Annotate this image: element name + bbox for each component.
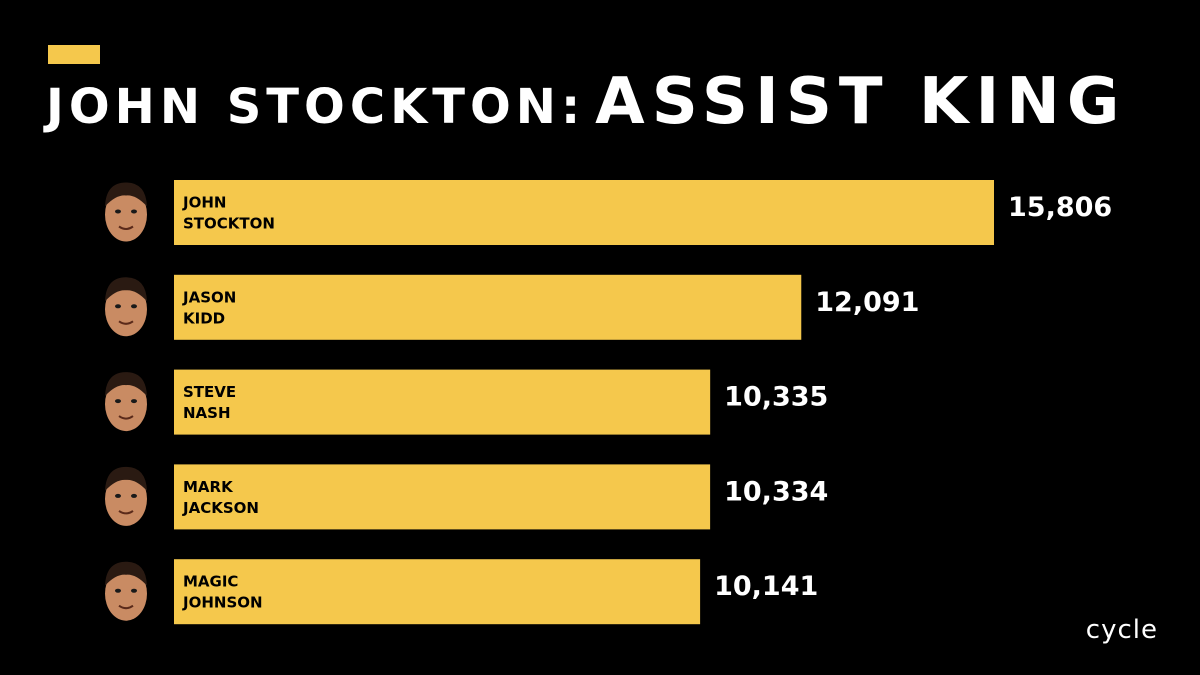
bar-value-label: 10,334 (724, 476, 828, 507)
hair-shape (105, 561, 147, 586)
right-eye (131, 304, 137, 309)
face-shape (105, 377, 147, 432)
mouth-shape (118, 415, 134, 420)
bar-value-label: 10,141 (714, 571, 818, 602)
right-eye (131, 399, 137, 404)
title-main: ASSIST KING (595, 65, 1127, 139)
bar-row: JOHN STOCKTON 15,806 (105, 180, 1112, 245)
bar-category-label-line1: JOHN (182, 194, 226, 212)
bar-category-label-line1: MARK (183, 478, 234, 496)
bar (174, 464, 711, 530)
brand-logo: cycle (1085, 615, 1158, 645)
bar-category-label-line2: KIDD (183, 309, 225, 327)
bar-category-label-line1: STEVE (183, 383, 236, 401)
bar-category-label-line2: STOCKTON (183, 215, 275, 233)
hair-shape (105, 466, 147, 491)
bar-value-label: 15,806 (1008, 192, 1112, 223)
hair-shape (105, 182, 147, 207)
left-eye (115, 399, 121, 404)
left-eye (115, 588, 121, 593)
left-eye (115, 209, 121, 214)
bar-value-label: 10,335 (724, 382, 828, 413)
player-face-icon (105, 372, 147, 432)
bar (174, 180, 994, 245)
mouth-shape (118, 510, 134, 515)
bar-row: MARK JACKSON 10,334 (105, 464, 828, 530)
accent-dash (48, 45, 100, 64)
bar (174, 274, 802, 340)
hair-shape (105, 372, 147, 397)
left-eye (115, 304, 121, 309)
right-eye (131, 588, 137, 593)
bar-row: STEVE NASH 10,335 (105, 369, 828, 435)
face-shape (105, 566, 147, 621)
player-face-icon (105, 561, 147, 621)
hair-shape (105, 277, 147, 302)
title-prefix: JOHN STOCKTON: (46, 79, 586, 135)
bar-category-label-line2: NASH (183, 404, 231, 422)
bar-value-label: 12,091 (815, 287, 919, 318)
player-face-icon (105, 466, 147, 526)
mouth-shape (118, 604, 134, 610)
right-eye (131, 209, 137, 214)
page-title: JOHN STOCKTON: ASSIST KING (46, 70, 1126, 134)
bar-row: MAGIC JOHNSON 10,141 (105, 559, 818, 625)
bar-category-label-line2: JOHNSON (182, 594, 263, 612)
bar-category-label-line1: MAGIC (183, 573, 238, 591)
right-eye (131, 493, 137, 498)
mouth-shape (118, 320, 134, 325)
left-eye (115, 493, 121, 498)
bar-category-label-line2: JACKSON (182, 499, 259, 517)
mouth-shape (118, 225, 134, 230)
face-shape (105, 282, 147, 337)
face-shape (105, 471, 147, 526)
bar (174, 369, 711, 435)
face-shape (105, 187, 147, 242)
bar (174, 559, 701, 625)
bar-category-label-line1: JASON (182, 288, 236, 306)
player-face-icon (105, 277, 147, 337)
bar-row: JASON KIDD 12,091 (105, 274, 919, 340)
player-face-icon (105, 182, 147, 242)
